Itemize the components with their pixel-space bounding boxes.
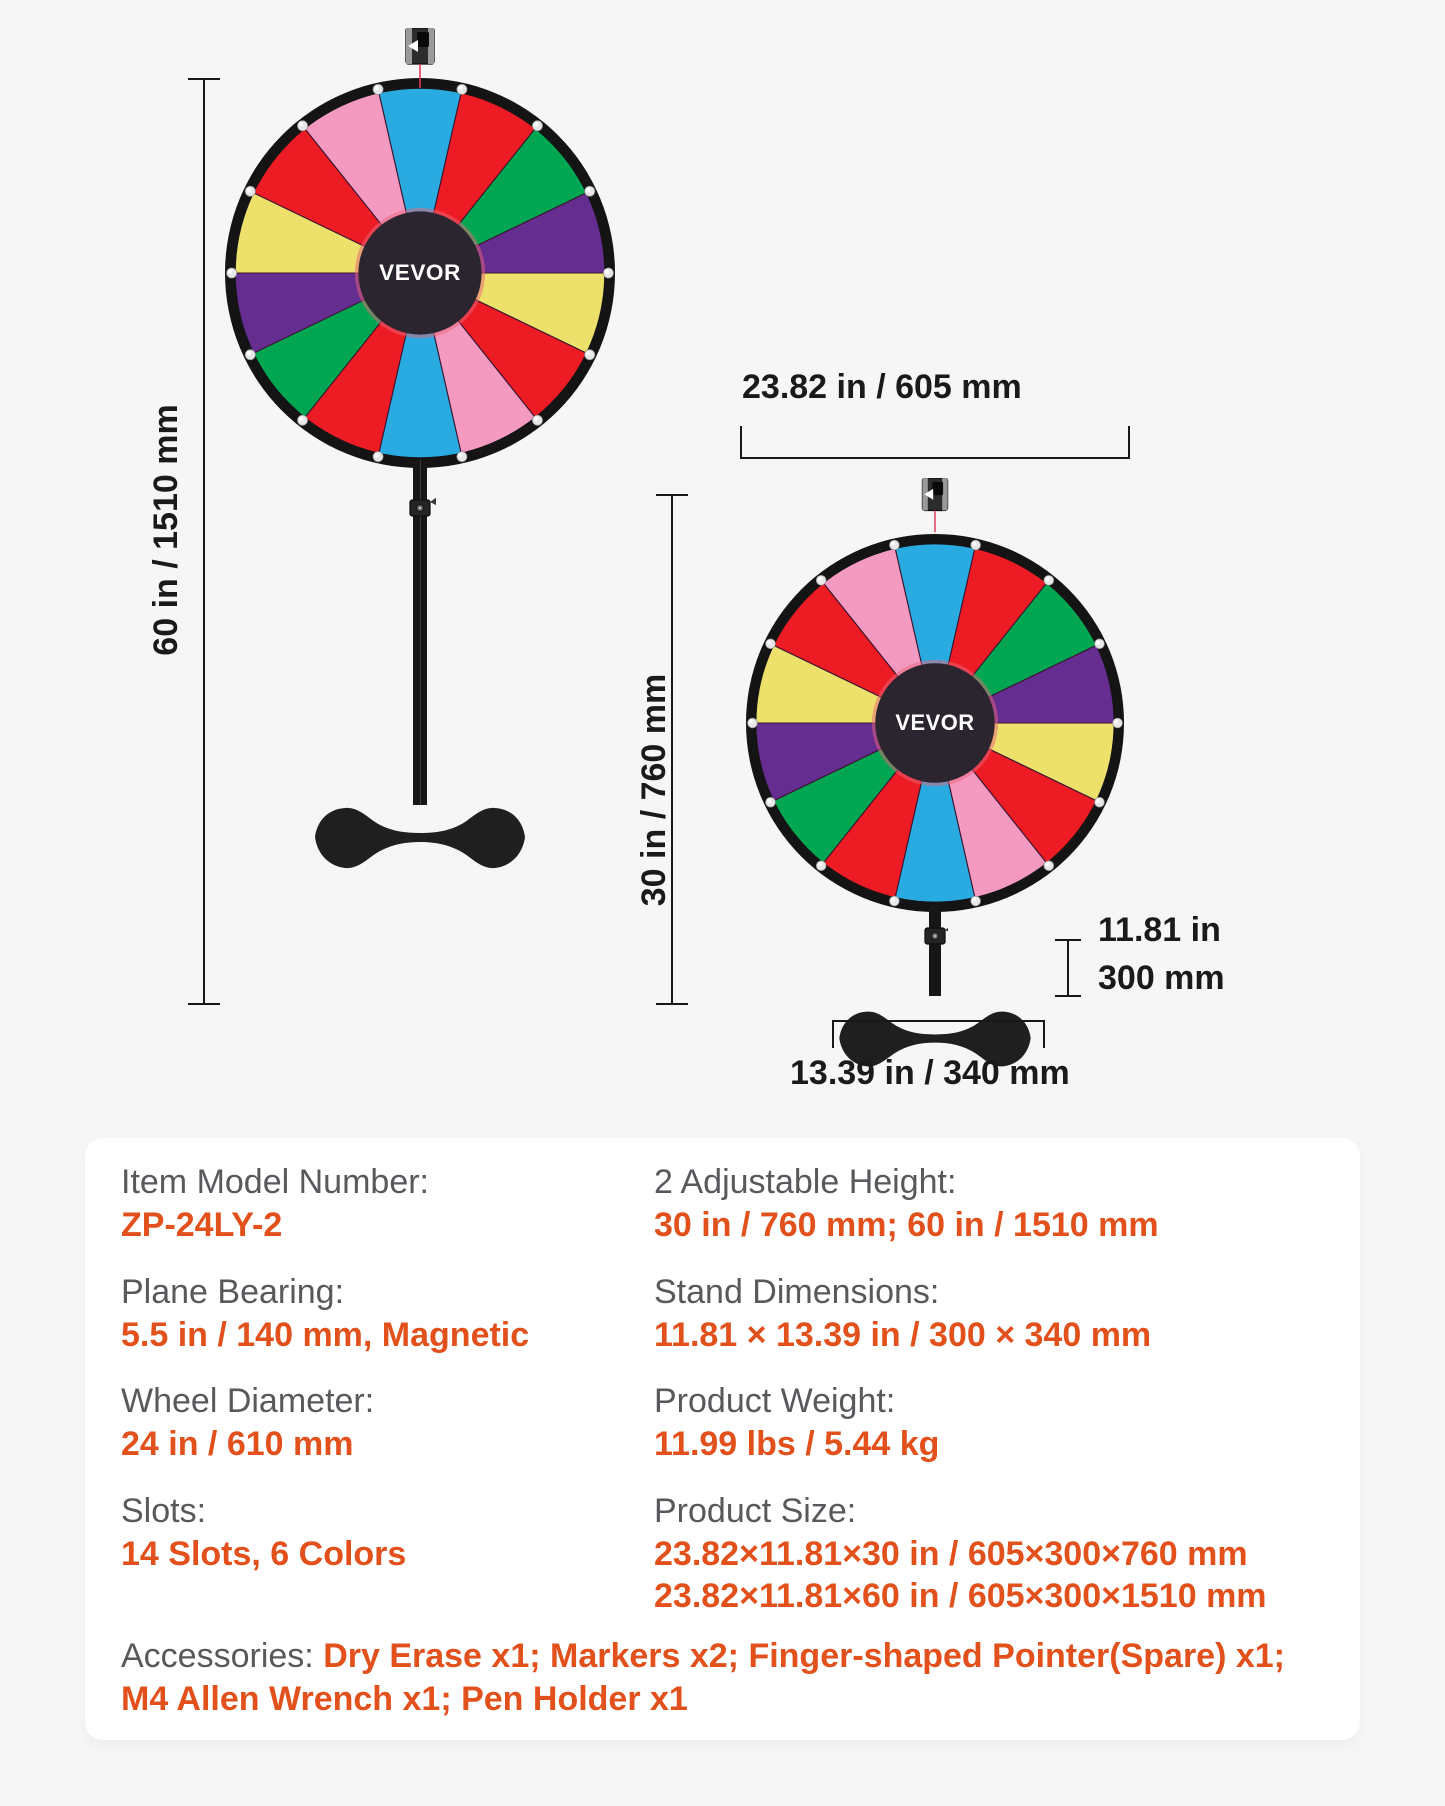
svg-text:VEVOR: VEVOR <box>895 710 974 735</box>
svg-text:VEVOR: VEVOR <box>379 260 461 285</box>
